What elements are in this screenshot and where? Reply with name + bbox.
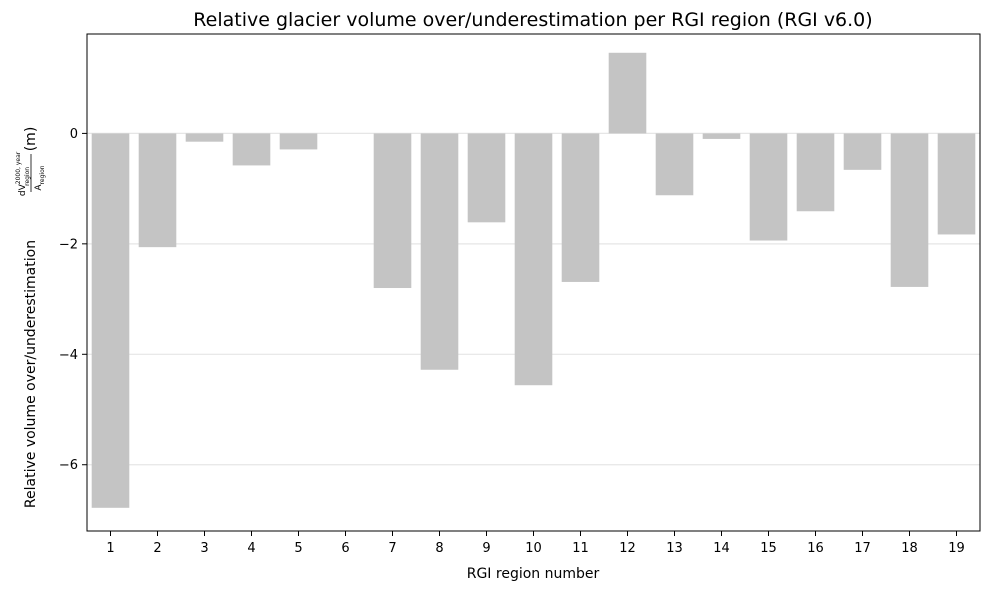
- x-tick-label: 15: [760, 541, 777, 556]
- numerator-superscript: 2000, year: [15, 151, 22, 184]
- bar-region-16: [796, 133, 835, 212]
- bar-region-18: [890, 133, 929, 287]
- x-tick-label: 7: [388, 541, 396, 556]
- x-tick-label: 6: [341, 541, 349, 556]
- y-tick-label: −6: [59, 458, 78, 473]
- bar-region-1: [91, 133, 130, 508]
- bar-region-8: [420, 133, 459, 370]
- bar-region-11: [561, 133, 600, 282]
- x-tick-label: 2: [153, 541, 161, 556]
- x-tick-label: 13: [666, 541, 683, 556]
- x-tick-label: 3: [200, 541, 208, 556]
- bar-region-2: [138, 133, 177, 248]
- bar-region-7: [373, 133, 412, 289]
- bar-region-19: [937, 133, 976, 235]
- bar-region-12: [608, 52, 647, 134]
- bar-region-5: [279, 133, 318, 150]
- y-axis-formula-denominator: Aregion: [34, 165, 46, 190]
- bars: [91, 52, 976, 508]
- bar-region-17: [843, 133, 882, 170]
- bar-region-4: [232, 133, 271, 166]
- bar-region-13: [655, 133, 694, 196]
- x-axis-label: RGI region number: [467, 566, 600, 582]
- x-tick-label: 9: [482, 541, 490, 556]
- x-axis-ticks: 1 2 3 4 5 6 7 8 9 10 11 12 13 14 15 16 17 18 19: [106, 531, 965, 556]
- numerator-base: dV: [18, 183, 28, 196]
- y-tick-label: −2: [59, 237, 78, 252]
- y-axis-label-text: Relative volume over/underestimation: [23, 240, 39, 508]
- x-tick-label: 4: [247, 541, 255, 556]
- chart-title: Relative glacier volume over/underestima…: [193, 9, 872, 31]
- x-tick-label: 19: [948, 541, 965, 556]
- bar-region-10: [514, 133, 553, 386]
- x-tick-label: 10: [525, 541, 542, 556]
- denominator-subscript: region: [39, 165, 46, 184]
- x-tick-label: 14: [713, 541, 730, 556]
- y-axis-unit: (m): [23, 127, 39, 152]
- x-tick-label: 16: [807, 541, 824, 556]
- x-tick-label: 17: [854, 541, 871, 556]
- bar-region-14: [702, 133, 741, 139]
- y-tick-label: 0: [70, 127, 78, 142]
- x-tick-label: 8: [435, 541, 443, 556]
- denominator-base: A: [34, 184, 44, 191]
- bar-region-15: [749, 133, 788, 241]
- x-tick-label: 18: [901, 541, 918, 556]
- x-tick-label: 5: [294, 541, 302, 556]
- x-tick-label: 11: [572, 541, 589, 556]
- x-tick-label: 1: [106, 541, 114, 556]
- y-axis-label: Relative volume over/underestimation dV2…: [15, 127, 46, 508]
- numerator-subscript: region: [24, 167, 31, 186]
- y-tick-label: −4: [59, 348, 78, 363]
- y-axis-formula-numerator: dV2000, year region: [15, 151, 31, 196]
- bar-region-9: [467, 133, 506, 223]
- y-axis-ticks: 0 −2 −4 −6: [59, 127, 87, 473]
- x-tick-label: 12: [619, 541, 636, 556]
- bar-region-3: [185, 133, 224, 142]
